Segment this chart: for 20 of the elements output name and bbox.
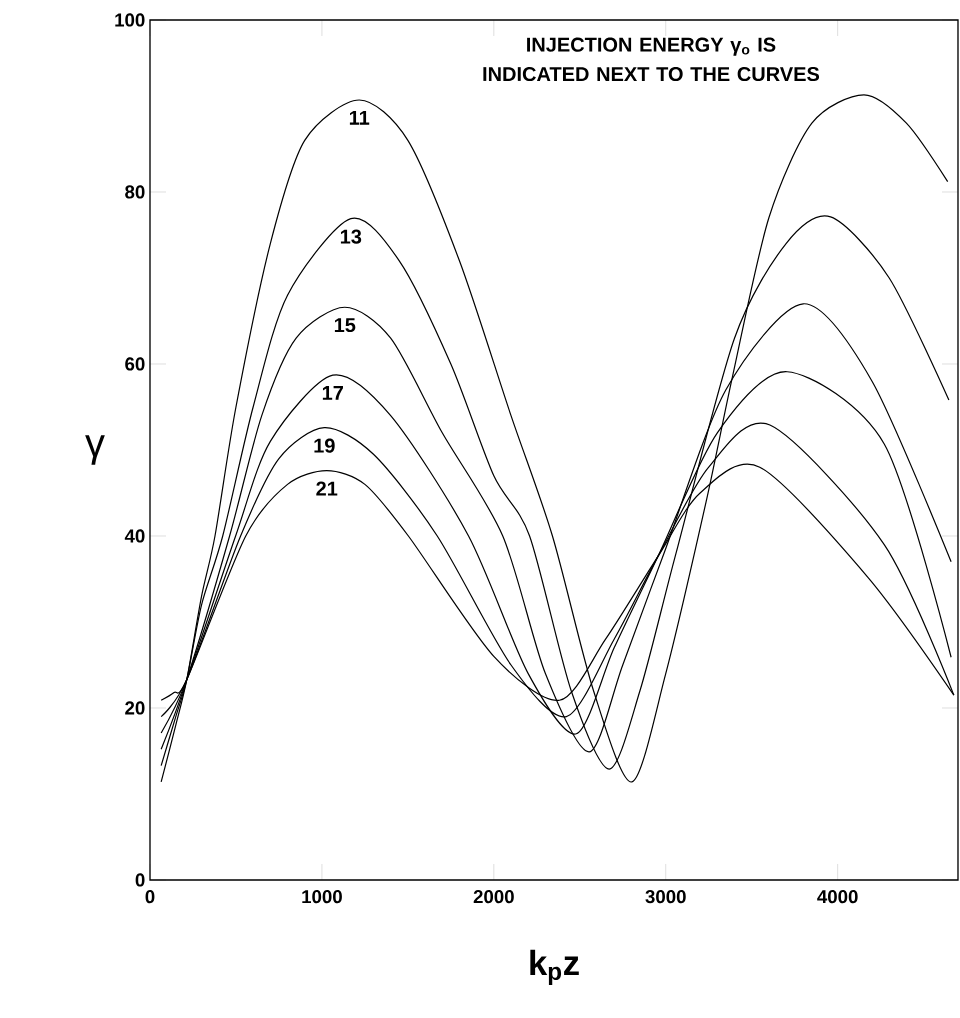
series-label: 17 [322, 386, 343, 400]
x-tick-label: 0 [145, 890, 155, 904]
x-axis-title: k$_{p}$z [530, 949, 579, 985]
x-tick-label: 1000 [302, 890, 342, 904]
series-label: 15 [334, 318, 356, 333]
annotation: INJECTION ENERGY γ$_{o}$ IS INDICATED NEXT TO THE CURVES [483, 37, 820, 82]
y-axis-title: γ [85, 435, 105, 465]
series-label: 11 [349, 110, 370, 125]
series-label: 13 [340, 229, 362, 244]
x-tick-label: 3000 [645, 890, 686, 904]
series-label: 21 [316, 481, 338, 496]
y-tick-label: 100 [115, 13, 145, 27]
y-tick-label: 60 [125, 357, 145, 371]
y-tick-label: 20 [125, 701, 145, 715]
y-tick-label: 80 [125, 185, 145, 199]
y-tick-label: 0 [135, 873, 145, 887]
x-tick-label: 4000 [817, 890, 858, 904]
y-tick-label: 40 [124, 529, 145, 543]
x-tick-label: 2000 [473, 890, 514, 904]
series-label: 19 [314, 438, 335, 453]
